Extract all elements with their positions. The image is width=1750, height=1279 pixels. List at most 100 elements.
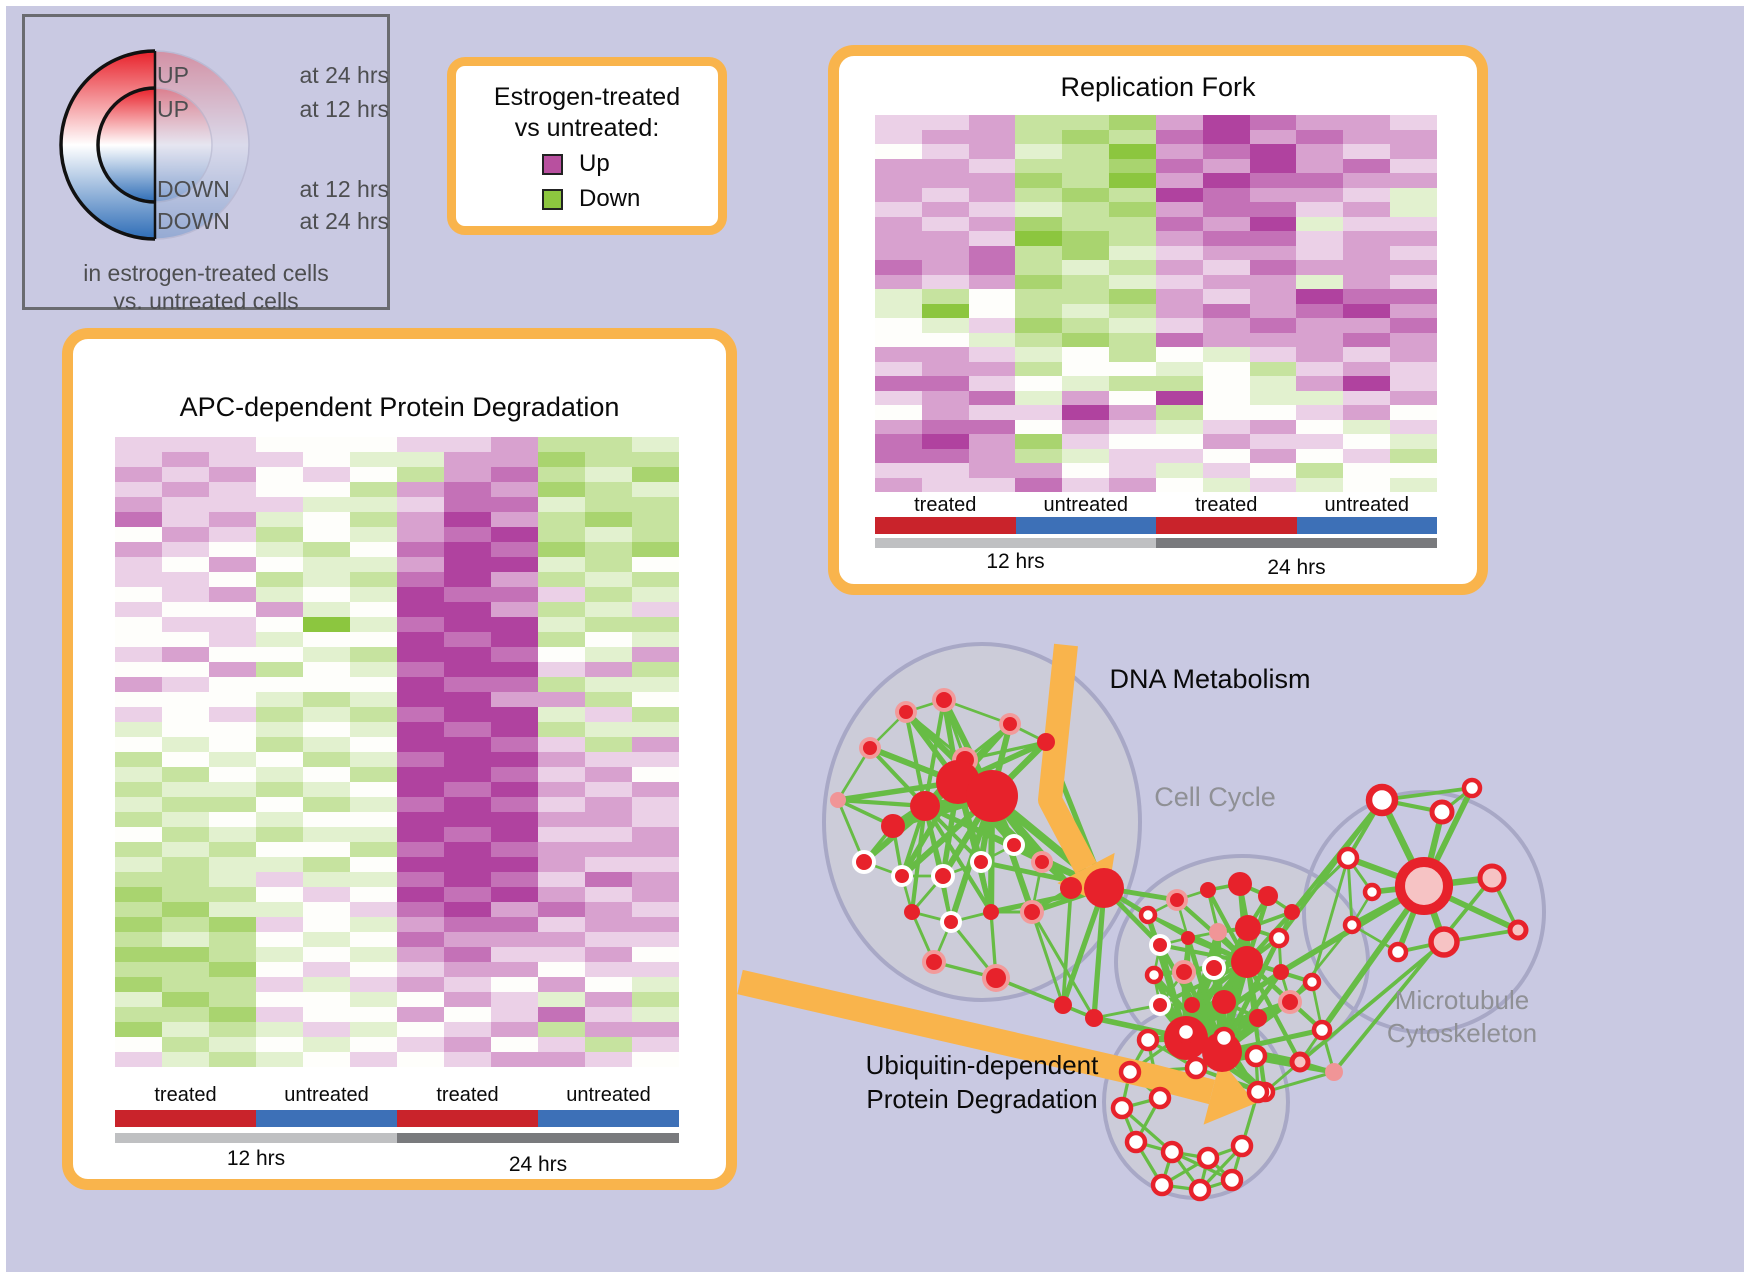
heatmap-cell bbox=[1015, 376, 1063, 391]
heatmap-cell bbox=[1155, 347, 1203, 362]
heatmap-cell bbox=[1015, 144, 1063, 159]
heatmap-cell bbox=[303, 497, 350, 512]
heatmap-cell bbox=[538, 602, 585, 617]
heatmap-cell bbox=[397, 782, 444, 797]
heatmap-cell bbox=[444, 677, 491, 692]
heatmap-cell bbox=[1343, 419, 1391, 434]
heatmap-cell bbox=[921, 434, 969, 449]
heatmap-cell bbox=[1343, 158, 1391, 173]
heatmap-cell bbox=[1015, 274, 1063, 289]
heatmap-cell bbox=[162, 482, 209, 497]
ring-term: DOWN bbox=[157, 176, 230, 202]
heatmap-cell bbox=[538, 497, 585, 512]
heatmap-cell bbox=[875, 231, 922, 246]
heatmap-cell bbox=[303, 767, 350, 782]
heatmap-cell bbox=[1155, 463, 1203, 478]
heatmap-cell bbox=[162, 812, 209, 827]
heatmap-cell bbox=[209, 1052, 256, 1067]
heatmap-cell bbox=[1296, 173, 1344, 188]
heatmap-cell bbox=[1109, 347, 1156, 362]
heatmap-cell bbox=[491, 737, 538, 752]
heatmap-cell bbox=[209, 1037, 256, 1052]
heatmap-cell bbox=[256, 932, 303, 947]
heatmap-cell bbox=[1202, 318, 1250, 333]
heatmap-cell bbox=[875, 448, 922, 463]
untreated-bar bbox=[1015, 517, 1156, 534]
heatmap-cell bbox=[1062, 332, 1110, 347]
heatmap-cell bbox=[303, 962, 350, 977]
heatmap-cell bbox=[209, 752, 256, 767]
heatmap-cell bbox=[1249, 202, 1297, 217]
heatmap-cell bbox=[162, 842, 209, 857]
heatmap-cell bbox=[397, 932, 444, 947]
heatmap-cell bbox=[303, 662, 350, 677]
heatmap-cell bbox=[632, 482, 679, 497]
heatmap-cell bbox=[632, 782, 679, 797]
heatmap-cell bbox=[303, 752, 350, 767]
heatmap-cell bbox=[350, 677, 397, 692]
heatmap-cell bbox=[444, 437, 491, 452]
heatmap-cell bbox=[256, 677, 303, 692]
heatmap-cell bbox=[491, 1007, 538, 1022]
ring-term: DOWN bbox=[157, 208, 230, 234]
condition-label: treated bbox=[1195, 494, 1258, 516]
heatmap-cell bbox=[350, 707, 397, 722]
heatmap-cell bbox=[444, 1052, 491, 1067]
heatmap-cell bbox=[1202, 332, 1250, 347]
heatmap-cell bbox=[303, 887, 350, 902]
heatmap-cell bbox=[1296, 477, 1344, 492]
heatmap-cell bbox=[162, 527, 209, 542]
heatmap-cell bbox=[1390, 216, 1437, 231]
heatmap-cell bbox=[1390, 376, 1437, 391]
heatmap-cell bbox=[1343, 376, 1391, 391]
heatmap-cell bbox=[585, 707, 632, 722]
heatmap-cell bbox=[1109, 115, 1156, 130]
heatmap-cell bbox=[875, 274, 922, 289]
heatmap-cell bbox=[115, 887, 162, 902]
heatmap-cell bbox=[444, 812, 491, 827]
heatmap-cell bbox=[491, 497, 538, 512]
heatmap-cell bbox=[1296, 434, 1344, 449]
heatmap-cell bbox=[209, 767, 256, 782]
cluster-label-cell-cycle: Cell Cycle bbox=[1090, 782, 1340, 813]
heatmap-cell bbox=[115, 497, 162, 512]
heatmap-cell bbox=[538, 512, 585, 527]
condition-label: treated bbox=[154, 1084, 217, 1106]
heatmap-cell bbox=[303, 482, 350, 497]
heatmap-cell bbox=[632, 557, 679, 572]
heatmap-cell bbox=[538, 617, 585, 632]
heatmap-cell bbox=[444, 722, 491, 737]
heatmap-cell bbox=[968, 332, 1016, 347]
heatmap-cell bbox=[491, 797, 538, 812]
heatmap-cell bbox=[350, 1052, 397, 1067]
heatmap-cell bbox=[1155, 231, 1203, 246]
heatmap-cell bbox=[397, 842, 444, 857]
heatmap-cell bbox=[538, 842, 585, 857]
heatmap-cell bbox=[397, 797, 444, 812]
heatmap-cell bbox=[1343, 231, 1391, 246]
heatmap-cell bbox=[209, 662, 256, 677]
heatmap-cell bbox=[968, 477, 1016, 492]
heatmap-cell bbox=[1343, 187, 1391, 202]
heatmap-cell bbox=[632, 797, 679, 812]
heatmap-cell bbox=[921, 289, 969, 304]
heatmap-cell bbox=[632, 497, 679, 512]
cluster-label-dna-metabolism: DNA Metabolism bbox=[1060, 664, 1360, 695]
heatmap-cell bbox=[491, 962, 538, 977]
heatmap-cell bbox=[115, 902, 162, 917]
heatmap-cell bbox=[491, 482, 538, 497]
heatmap-cell bbox=[585, 782, 632, 797]
heatmap-cell bbox=[1249, 318, 1297, 333]
heatmap-cell bbox=[921, 419, 969, 434]
heatmap-cell bbox=[1109, 463, 1156, 478]
heatmap-cell bbox=[303, 677, 350, 692]
heatmap-cell bbox=[1390, 289, 1437, 304]
heatmap-cell bbox=[115, 917, 162, 932]
heatmap-cell bbox=[256, 1052, 303, 1067]
heatmap-cell bbox=[1249, 158, 1297, 173]
heatmap-cell bbox=[875, 216, 922, 231]
legend-item-up: Up bbox=[542, 150, 610, 178]
heatmap-cell bbox=[921, 303, 969, 318]
heatmap-cell bbox=[1390, 245, 1437, 260]
heatmap-cell bbox=[921, 231, 969, 246]
